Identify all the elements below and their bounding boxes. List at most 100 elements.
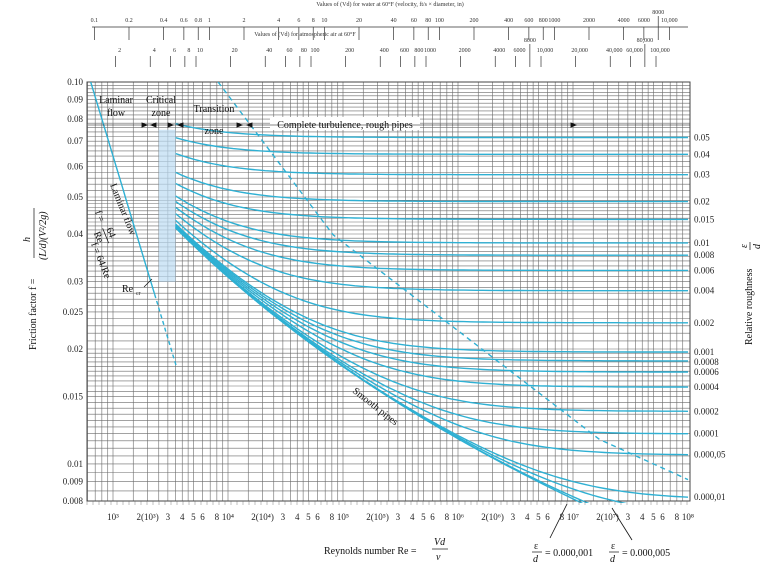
air-scale-label: 600	[400, 48, 409, 54]
re-cr-subscript: cr	[136, 291, 141, 297]
svg-text:Re: Re	[91, 230, 106, 245]
y-tick-label: 0.009	[63, 476, 84, 486]
svg-text:ε: ε	[611, 541, 615, 552]
x-tick-label: 3	[281, 512, 286, 522]
roughness-curve	[175, 195, 688, 244]
water-scale-label: 0.8	[194, 18, 202, 24]
svg-text:= 0.000,005: = 0.000,005	[622, 548, 670, 559]
water-scale-label: 1000	[548, 18, 560, 24]
svg-text:ε: ε	[739, 244, 750, 248]
x-tick-label: 10⁸	[682, 512, 694, 522]
roughness-curve	[175, 182, 688, 221]
laminar-line-dashed	[153, 293, 177, 367]
critical-zone-band	[158, 129, 176, 282]
x-tick-label: 3	[626, 512, 631, 522]
roughness-curve	[175, 223, 688, 353]
smooth-pipe-curve	[175, 227, 584, 503]
roughness-curve	[175, 226, 688, 435]
air-scale-label: 8	[187, 48, 190, 54]
roughness-label: 0.04	[694, 149, 710, 159]
roughness-label: 0.03	[694, 170, 710, 180]
smooth-pipes-label: Smooth pipes	[350, 386, 400, 428]
x-tick-label: 5	[651, 512, 656, 522]
water-scale-label: 0.1	[91, 18, 99, 24]
roughness-label: 0.05	[694, 133, 710, 143]
roughness-label: 0.0004	[694, 382, 719, 392]
complete-turbulence-label: Complete turbulence, rough pipes	[277, 120, 413, 131]
svg-text:(L/d)(V²/2g): (L/d)(V²/2g)	[38, 211, 49, 260]
water-scale-label: 40	[391, 18, 397, 24]
transition-zone-label-1: Transition	[194, 104, 235, 115]
x-tick-label: 4	[640, 512, 645, 522]
x-tick-label: 6	[430, 512, 435, 522]
y-tick-label: 0.03	[67, 277, 83, 287]
x-tick-labels: 10³ 2(10³) 3 4 5 6 8 10⁴ 2(10⁴) 3 4 5 6 8 10⁵ 2(10⁵) 3 4 5…	[107, 512, 694, 522]
x-tick-label: 2(10³)	[137, 512, 159, 522]
y-tick-label: 0.025	[63, 307, 84, 317]
critical-zone-label-2: zone	[152, 108, 171, 119]
svg-text:64: 64	[103, 226, 117, 239]
y-tick-label: 0.01	[67, 459, 83, 469]
critical-zone-shade	[158, 129, 176, 282]
x-tick-label: 10³	[107, 512, 119, 522]
x-tick-label: 8	[560, 512, 565, 522]
svg-text:d: d	[533, 554, 539, 565]
air-scale-label: 10	[197, 48, 203, 54]
air-scale-label: 200	[345, 48, 354, 54]
water-scale-label: 400	[504, 18, 513, 24]
y-tick-labels: 0.10 0.09 0.08 0.07 0.06 0.05 0.04 0.03 0.025 0.0…	[63, 77, 84, 506]
transition-zone-label-2: zone	[205, 126, 224, 137]
air-scale-label: 40	[266, 48, 272, 54]
x-tick-label: 8	[445, 512, 450, 522]
x-tick-label: 8	[215, 512, 220, 522]
water-scale-label: 200	[469, 18, 478, 24]
water-scale-label: 800	[539, 18, 548, 24]
y-tick-label: 0.09	[67, 94, 83, 104]
svg-text:= 0.000,001: = 0.000,001	[545, 548, 593, 559]
laminar-line	[90, 82, 156, 295]
grid	[86, 81, 691, 502]
water-scale-label: 10	[321, 18, 327, 24]
y-tick-label: 0.08	[67, 114, 83, 124]
water-scale-label: 6000	[638, 18, 650, 24]
laminar-flow-label-1: Laminar	[99, 95, 134, 106]
svg-text:Friction factor f =: Friction factor f =	[28, 278, 39, 350]
water-scale-label: 600	[524, 18, 533, 24]
x-tick-label: 6	[200, 512, 205, 522]
x-tick-label: 5	[191, 512, 196, 522]
water-scale-label: 0.2	[125, 18, 133, 24]
roughness-curve	[175, 226, 689, 412]
water-scale-label: 8	[312, 18, 315, 24]
plot-frame	[86, 81, 691, 502]
eps-000001-label: ε d = 0.000,001	[532, 503, 593, 565]
y-tick-label: 0.02	[67, 344, 83, 354]
air-scale-label: 100	[311, 48, 320, 54]
roughness-curve	[175, 213, 688, 292]
x-axis-label: Reynolds number Re = Vd ν	[324, 537, 448, 563]
air-scale-label: 1000	[424, 48, 436, 54]
roughness-label: 0.0006	[694, 367, 719, 377]
roughness-label: 0.015	[694, 214, 715, 224]
water-scale-label: 1	[208, 18, 211, 24]
water-scale-label: 10,000	[661, 18, 678, 24]
x-tick-label: 2(10⁵)	[366, 512, 389, 522]
x-tick-label: 10⁵	[337, 512, 349, 522]
y-tick-label: 0.04	[67, 229, 83, 239]
svg-text:ν: ν	[436, 552, 441, 563]
x-tick-label: 8	[330, 512, 335, 522]
air-scale-label: 400	[380, 48, 389, 54]
air-scale-title: Values of (Vd) for atmospheric air at 60…	[254, 31, 356, 38]
y-tick-label: 0.015	[63, 392, 84, 402]
roughness-curve	[175, 152, 688, 176]
x-tick-label: 3	[166, 512, 171, 522]
top-vd-scales: Values of (Vd) for water at 60°F (veloci…	[86, 1, 688, 505]
roughness-label: 0.000,01	[694, 492, 726, 502]
air-scale-label: 100,000	[650, 48, 670, 54]
air-scale-label: 4	[153, 48, 156, 54]
svg-text:d: d	[610, 554, 616, 565]
x-tick-label: 8	[675, 512, 680, 522]
roughness-label: 0.002	[694, 318, 714, 328]
air-scale-label: 6000	[513, 48, 525, 54]
roughness-label: 0.0008	[694, 357, 719, 367]
roughness-label: 0.000,05	[694, 450, 726, 460]
